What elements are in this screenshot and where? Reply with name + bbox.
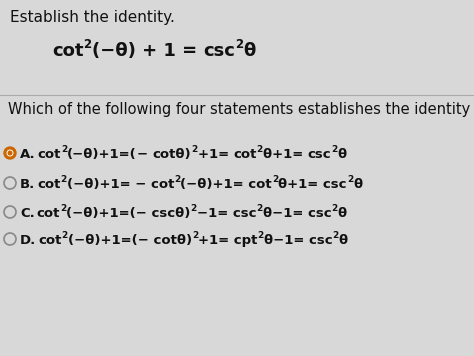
Text: θ−1= csc: θ−1= csc	[264, 234, 332, 247]
Text: θ: θ	[337, 207, 347, 220]
Text: 2: 2	[191, 204, 197, 213]
Text: −: −	[137, 148, 153, 161]
Text: 2: 2	[331, 145, 338, 154]
Text: D.: D.	[20, 234, 36, 247]
Text: 2: 2	[332, 231, 339, 240]
Text: 2: 2	[331, 204, 337, 213]
Text: 2: 2	[235, 38, 243, 51]
Text: (−θ)+1= cot: (−θ)+1= cot	[181, 178, 272, 191]
Text: 2: 2	[83, 38, 91, 51]
Text: 2: 2	[272, 175, 278, 184]
Text: Which of the following four statements establishes the identity: Which of the following four statements e…	[8, 102, 470, 117]
Text: +1= cpt: +1= cpt	[198, 234, 258, 247]
Text: cotθ): cotθ)	[153, 148, 191, 161]
Text: +1=: +1=	[198, 148, 233, 161]
Text: θ: θ	[353, 178, 362, 191]
Text: (−θ)+1=(: (−θ)+1=(	[67, 148, 137, 161]
Text: 2: 2	[62, 231, 68, 240]
Circle shape	[7, 150, 13, 156]
Text: cot: cot	[52, 42, 83, 60]
Text: csc: csc	[308, 148, 331, 161]
Text: 2: 2	[61, 145, 67, 154]
Circle shape	[8, 151, 12, 155]
Text: 2: 2	[174, 175, 181, 184]
Text: B.: B.	[20, 178, 35, 191]
Text: cot: cot	[37, 178, 61, 191]
Text: 2: 2	[61, 175, 67, 184]
Text: 2: 2	[347, 175, 353, 184]
Text: Establish the identity.: Establish the identity.	[10, 10, 175, 25]
Text: θ: θ	[243, 42, 255, 60]
Text: θ−1= csc: θ−1= csc	[263, 207, 331, 220]
Text: A.: A.	[20, 148, 36, 161]
Text: cot: cot	[37, 207, 60, 220]
Text: 2: 2	[60, 204, 66, 213]
Text: θ: θ	[338, 148, 347, 161]
Text: 2: 2	[256, 204, 263, 213]
Text: csc: csc	[203, 42, 235, 60]
Text: cot: cot	[233, 148, 257, 161]
Text: (−θ)+1=(− cscθ): (−θ)+1=(− cscθ)	[66, 207, 191, 220]
Text: θ+1= csc: θ+1= csc	[278, 178, 347, 191]
Text: −1= csc: −1= csc	[197, 207, 256, 220]
Text: (−θ)+1=(− cotθ): (−θ)+1=(− cotθ)	[68, 234, 192, 247]
Text: θ: θ	[339, 234, 348, 247]
Text: (−θ)+1= − cot: (−θ)+1= − cot	[67, 178, 174, 191]
Text: 2: 2	[191, 145, 198, 154]
Text: θ+1=: θ+1=	[263, 148, 308, 161]
Circle shape	[4, 147, 16, 159]
Text: 2: 2	[192, 231, 198, 240]
Text: C.: C.	[20, 207, 35, 220]
Text: cot: cot	[38, 234, 62, 247]
Text: (−θ) + 1 =: (−θ) + 1 =	[91, 42, 203, 60]
Text: 2: 2	[257, 145, 263, 154]
Text: 2: 2	[258, 231, 264, 240]
Text: cot: cot	[37, 148, 61, 161]
